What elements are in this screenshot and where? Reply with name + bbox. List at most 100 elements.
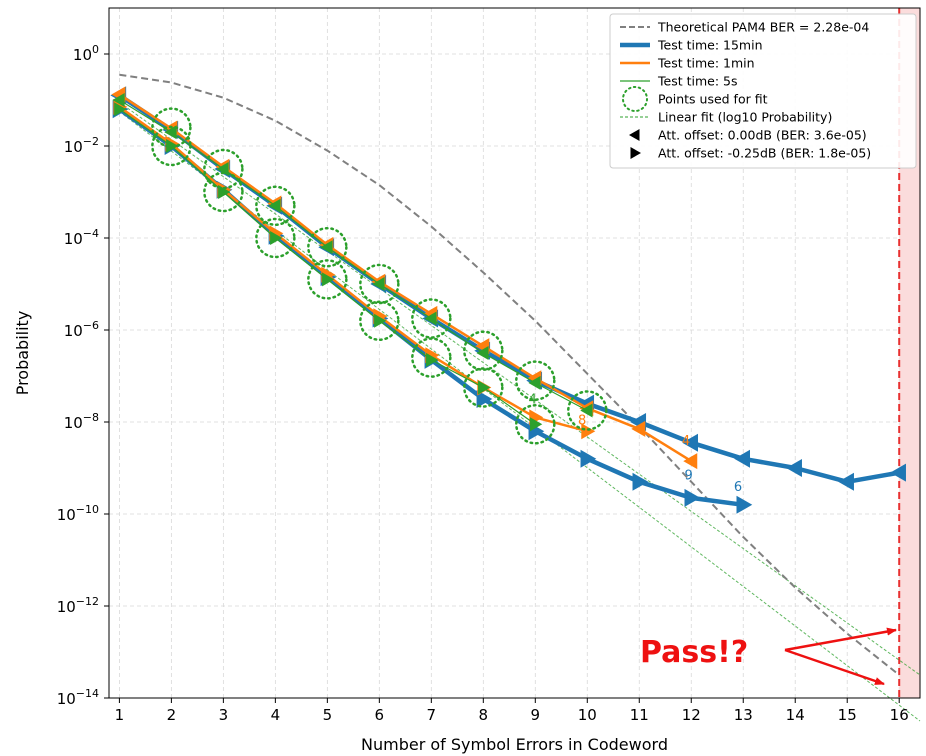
x-tick-label: 2 [167, 706, 177, 724]
pass-annotation: Pass!? [640, 635, 748, 670]
series-point [580, 403, 593, 418]
series-point [424, 311, 437, 326]
legend-label: Test time: 1min [657, 56, 755, 71]
y-tick-label: 10−4 [64, 227, 99, 248]
fit-point-circle [151, 107, 192, 148]
legend-swatch-offset-left [629, 129, 640, 141]
fit-point-circle [307, 259, 348, 300]
series-point [684, 488, 701, 507]
series-point [734, 449, 750, 468]
y-tick-label: 10−8 [64, 411, 99, 432]
linear-fit-line [119, 101, 921, 676]
fit-point-circle [203, 148, 244, 190]
series-point [530, 417, 543, 432]
legend-label: Points used for fit [658, 92, 768, 107]
series-point [476, 346, 489, 360]
x-tick-label: 1 [115, 706, 125, 724]
series-point [476, 390, 493, 408]
x-tick-label: 3 [219, 706, 229, 724]
annotation-layer: Pass!? [640, 627, 897, 686]
fitpoints-layer [151, 107, 608, 445]
y-axis-title: Probability [13, 311, 32, 396]
series-end-label: 4 [682, 434, 690, 449]
legend-label: Test time: 15min [657, 38, 763, 53]
series-mid-label: 9 [685, 469, 693, 484]
series-end-label: 4 [529, 393, 537, 408]
series-point [786, 459, 802, 477]
legend-label: Linear fit (log10 Probability) [658, 110, 832, 125]
y-tick-label: 10−2 [64, 135, 99, 156]
legend-swatch-fit-points [622, 86, 648, 112]
series-point [112, 93, 125, 107]
series-point [270, 231, 283, 245]
series-line [118, 105, 588, 433]
series-point [581, 423, 596, 440]
legend-label: Test time: 5s [657, 74, 737, 89]
x-axis-title: Number of Symbol Errors in Codeword [361, 735, 668, 754]
x-tick-label: 6 [375, 706, 385, 724]
fit-point-circle [359, 300, 400, 342]
series-line [119, 99, 588, 412]
x-tick-label: 11 [630, 706, 649, 724]
series-point [580, 449, 597, 468]
y-tick-label: 10−6 [64, 319, 99, 340]
series-line [118, 93, 692, 463]
series-point [890, 463, 906, 482]
legend-box [609, 13, 917, 169]
series-point [736, 495, 753, 514]
series-end-label: 8 [578, 413, 586, 428]
x-tick-label: 5 [323, 706, 333, 724]
x-tick-label: 12 [682, 706, 701, 724]
series-point [320, 240, 333, 255]
y-tick-label: 10−10 [57, 503, 99, 524]
x-tick-label: 7 [427, 706, 437, 724]
annotation-arrow-lower [784, 648, 885, 686]
series-point [478, 380, 491, 395]
series-point [426, 352, 439, 367]
series-point [683, 453, 698, 470]
y-tick-label: 10−14 [57, 687, 99, 708]
series-point [838, 472, 854, 491]
fit-point-circle [411, 337, 452, 378]
x-tick-label: 14 [786, 706, 805, 724]
theory-layer [119, 73, 900, 676]
theoretical-ber-curve [119, 73, 900, 676]
labels-layer: 6 9 4 8 4 [529, 393, 743, 495]
series-point [114, 102, 127, 117]
series-point [164, 125, 177, 140]
x-tick-label: 4 [271, 706, 281, 724]
fit-point-circle [515, 360, 556, 401]
axes-layer: 1 2 3 4 5 6 7 8 9 10 11 12 13 14 15 1610010−210−410−610… [57, 43, 909, 724]
x-tick-label: 16 [890, 706, 909, 724]
fail-region [899, 8, 920, 698]
fit-point-circle [255, 185, 296, 227]
annotation-arrow-upper [784, 627, 897, 652]
x-tick-label: 10 [578, 706, 597, 724]
series-point [268, 198, 281, 213]
legend-label: Att. offset: 0.00dB (BER: 3.6e-05) [658, 128, 867, 143]
series-point [218, 185, 231, 199]
x-tick-label: 15 [838, 706, 857, 724]
fit-point-circle [515, 404, 556, 445]
series-point [632, 472, 649, 491]
fit-point-circle [307, 226, 348, 268]
series-point [682, 433, 699, 452]
legend: Theoretical PAM4 BER = 2.28e-04 Test time… [609, 13, 917, 169]
y-tick-label: 100 [73, 43, 99, 64]
fit-point-circle [151, 125, 192, 167]
plot-frame [108, 7, 921, 699]
series-point [322, 272, 335, 287]
series-end-label: 6 [734, 480, 742, 495]
series-layer [110, 86, 906, 514]
fit-point-circle [463, 367, 504, 408]
series-point [374, 313, 387, 328]
x-tick-label: 9 [531, 706, 541, 724]
legend-label: Att. offset: -0.25dB (BER: 1.8e-05) [658, 146, 871, 161]
series-point [216, 162, 229, 176]
fit-point-circle [255, 217, 296, 259]
x-tick-label: 13 [734, 706, 753, 724]
fit-point-circle [567, 390, 608, 431]
y-tick-label: 10−12 [57, 595, 99, 616]
series-point [631, 420, 646, 437]
